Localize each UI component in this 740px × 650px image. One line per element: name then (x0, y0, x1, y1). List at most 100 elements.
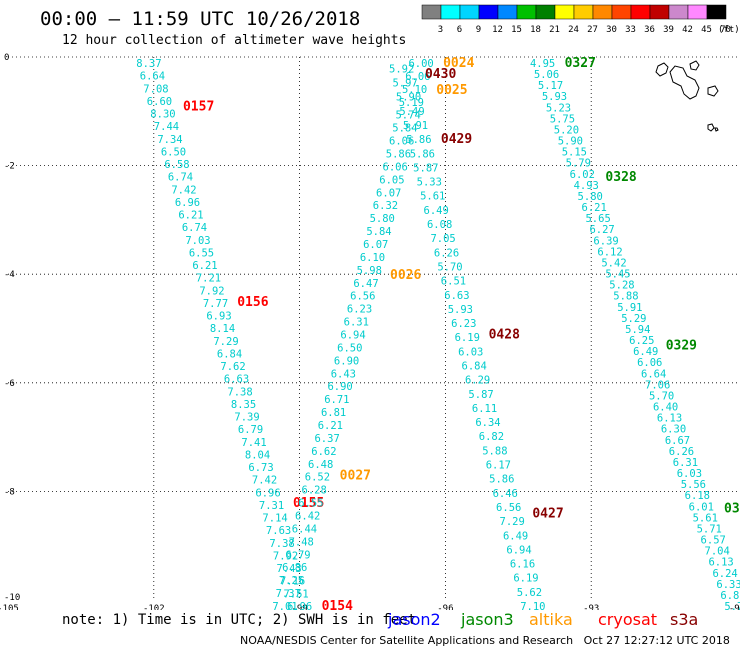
wave-height-label: 6.57 (701, 535, 726, 547)
island-shape (655, 62, 669, 77)
wave-height-label: 6.40 (653, 402, 678, 414)
wave-height-label: 6.79 (238, 424, 263, 436)
legend-item-s3a: s3a (670, 610, 699, 629)
wave-height-label: 5.98 (357, 265, 382, 277)
wave-height-label: 6.03 (458, 346, 483, 358)
wave-height-label: 5.23 (546, 102, 571, 114)
wave-height-label: 6.26 (434, 247, 459, 259)
wave-height-label: 6.06 (383, 161, 408, 173)
wave-height-label: 7.14 (262, 513, 287, 525)
wave-height-label: 5.84 (366, 226, 391, 238)
wave-height-label: 6.39 (593, 235, 618, 247)
wave-height-label: 6.43 (331, 368, 356, 380)
wave-height-label: 7.31 (259, 500, 284, 512)
colorbar-label: 18 (530, 25, 541, 35)
wave-height-label: 5.90 (396, 92, 421, 104)
time-label: 0027 (340, 469, 371, 484)
island-shape (707, 85, 719, 97)
wave-height-label: 6.56 (496, 502, 521, 514)
track-s3a: 5.925.975.905.495.915.865.865.875.335.61… (389, 63, 564, 610)
wave-height-label: 6.13 (708, 557, 733, 569)
wave-height-label: 6.47 (353, 278, 378, 290)
wave-height-label: 5.88 (482, 445, 507, 457)
wave-height-label: 6.64 (140, 71, 165, 83)
wave-height-label: 7.42 (171, 184, 196, 196)
colorbar-label: 21 (549, 25, 560, 35)
colorbar-label: 45 (701, 25, 712, 35)
colorbar-label: 30 (606, 25, 617, 35)
wave-height-label: 5.86 (386, 149, 411, 161)
colorbar-label: 42 (682, 25, 693, 35)
wave-height-label: 5.79 (566, 158, 591, 170)
wave-height-label: 6.52 (305, 472, 330, 484)
wave-height-label: 7.92 (199, 285, 224, 297)
wave-height-label: 6.82 (479, 431, 504, 443)
wave-height-label: 6.31 (673, 457, 698, 469)
wave-height-label: 6.96 (287, 601, 312, 610)
wave-height-label: 7.06 (645, 379, 670, 391)
colorbar-unit: (ft) (718, 25, 740, 35)
wave-height-label: 6.02 (570, 169, 595, 181)
wave-height-label: 6.63 (444, 290, 469, 302)
wave-height-label: 8.35 (231, 399, 256, 411)
wave-height-label: 5.80 (578, 191, 603, 203)
wave-height-label: 7.92 (273, 550, 298, 562)
x-tick-label: -99 (291, 604, 307, 610)
footer-note: note: 1) Time is in UTC; 2) SWH is in fe… (62, 612, 417, 628)
time-label: 0430 (425, 67, 456, 82)
wave-height-label: 5.91 (617, 302, 642, 314)
colorbar-label: 39 (663, 25, 674, 35)
wave-height-label: 7.38 (227, 386, 252, 398)
wave-height-label: 6.74 (182, 222, 207, 234)
wave-height-label: 5.90 (558, 136, 583, 148)
time-label: 0329 (666, 338, 697, 353)
wave-height-label: 6.37 (314, 433, 339, 445)
wave-height-label: 5.65 (585, 213, 610, 225)
colorbar-label: 27 (587, 25, 598, 35)
wave-height-label: 6.08 (427, 219, 452, 231)
wave-height-label: 6.55 (298, 498, 323, 510)
wave-height-label: 7.42 (252, 475, 277, 487)
island-shape (714, 127, 719, 132)
legend-item-jason2: jason2 (388, 610, 441, 629)
wave-height-label: 6.71 (324, 394, 349, 406)
wave-height-label: 5.28 (609, 280, 634, 292)
colorbar-label: 24 (568, 25, 579, 35)
island-shape (689, 60, 700, 71)
wave-height-label: 5.91 (403, 120, 428, 132)
wave-height-label: 5.06 (534, 69, 559, 81)
legend-item-altika: altika (529, 610, 573, 629)
wave-height-label: 8.04 (245, 449, 270, 461)
wave-height-label: 7.48 (289, 536, 314, 548)
wave-height-label: 5.77 (724, 601, 740, 610)
time-label: 0024 (443, 56, 474, 71)
x-tick-label: -96 (437, 604, 453, 610)
y-tick-label: -8 (4, 487, 15, 497)
wave-height-label: 7.62 (220, 361, 245, 373)
wave-height-label: 6.01 (689, 501, 714, 513)
wave-height-label: 5.56 (681, 479, 706, 491)
colorbar: 3 6 9 12 15 18 21 24 27 30 33 36 39 42 45 70(ft) (421, 4, 740, 35)
wave-height-label: 6.50 (337, 342, 362, 354)
y-tick-label: 0 (4, 53, 9, 63)
x-tick-label: -93 (583, 604, 599, 610)
wave-height-label: 7.51 (283, 588, 308, 600)
wave-height-label: 6.32 (373, 200, 398, 212)
time-label: 0025 (436, 83, 467, 98)
wave-height-label: 6.85 (720, 590, 740, 602)
wave-height-label: 6.64 (641, 368, 666, 380)
wave-height-label: 6.10 (360, 252, 385, 264)
colorbar-label: 15 (511, 25, 522, 35)
colorbar-label: 9 (476, 25, 481, 35)
wave-height-label: 6.79 (285, 549, 310, 561)
wave-height-label: 6.34 (475, 417, 500, 429)
time-label: 0327 (565, 56, 596, 71)
time-label: 0157 (183, 99, 214, 114)
colorbar-label: 12 (492, 25, 503, 35)
wave-height-label: 5.97 (392, 78, 417, 90)
wave-height-label: 7.10 (520, 601, 545, 610)
wave-height-label: 5.80 (370, 213, 395, 225)
wave-height-label: 6.19 (513, 573, 538, 585)
legend-item-cryosat: cryosat (598, 610, 658, 629)
wave-height-label: 6.96 (175, 197, 200, 209)
